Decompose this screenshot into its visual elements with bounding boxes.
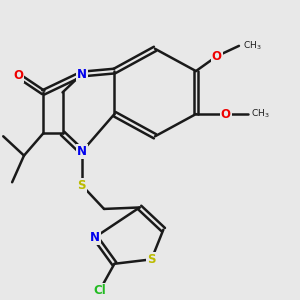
Text: N: N	[77, 145, 87, 158]
Text: N: N	[90, 231, 100, 244]
Text: $\mathregular{CH_3}$: $\mathregular{CH_3}$	[251, 108, 270, 120]
Text: S: S	[78, 179, 86, 192]
Text: S: S	[147, 253, 156, 266]
Text: O: O	[13, 69, 23, 82]
Text: N: N	[77, 68, 87, 80]
Text: O: O	[212, 50, 222, 63]
Text: $\mathregular{CH_3}$: $\mathregular{CH_3}$	[242, 40, 261, 52]
Text: Cl: Cl	[93, 284, 106, 297]
Text: O: O	[220, 108, 231, 121]
